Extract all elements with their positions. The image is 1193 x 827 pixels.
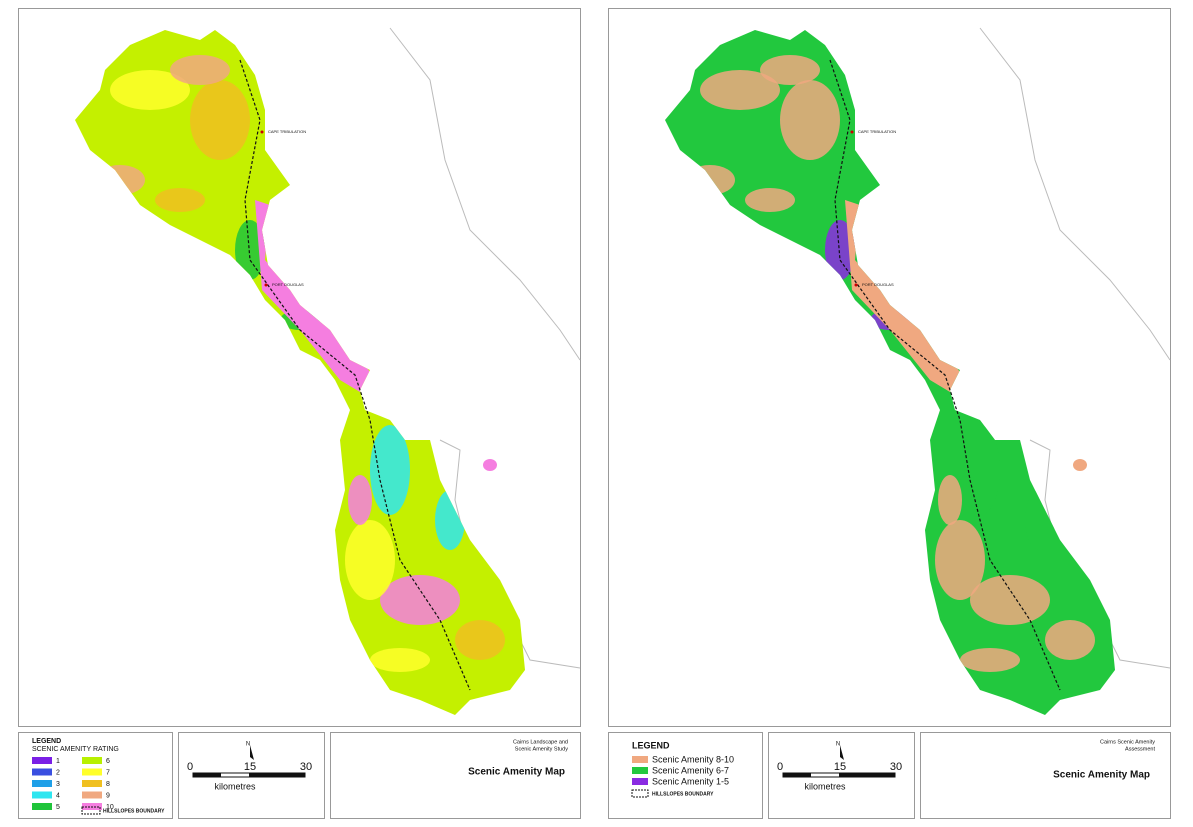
legend-label: 9 <box>106 792 110 799</box>
legend-label: Scenic Amenity 1-5 <box>652 776 729 786</box>
place-marker <box>854 283 858 287</box>
zone-patch <box>370 425 410 515</box>
legend-swatch <box>632 778 648 785</box>
boundary-swatch <box>81 806 101 815</box>
legend-swatch <box>32 803 52 810</box>
scale-unit: kilometres <box>804 781 846 791</box>
zone-patch <box>825 220 855 280</box>
scale-bar-segment <box>249 773 305 777</box>
legend-subtitle: SCENIC AMENITY RATING <box>32 746 119 753</box>
zone-patch <box>455 620 505 660</box>
zone-patch <box>745 188 795 212</box>
legend-swatch <box>82 791 102 799</box>
hillslopes-boundary <box>239 59 471 691</box>
map-panel: CAPE TRIBULATION PORT DOUGLAS LEGENDSCENIC… <box>18 8 581 819</box>
legend-swatch <box>82 768 102 776</box>
map-panel: CAPE TRIBULATION PORT DOUGLAS LEGEND Scenic… <box>608 8 1171 819</box>
legend-swatch <box>32 768 52 776</box>
zone-patch <box>960 425 1000 515</box>
zone-patch <box>960 648 1020 672</box>
zone-patch <box>760 55 820 85</box>
boundary-swatch <box>631 789 649 798</box>
island <box>1073 459 1087 471</box>
place-marker <box>260 130 264 134</box>
legend-box <box>608 732 763 819</box>
scale-bar-segment <box>783 773 811 777</box>
zone-patch <box>380 575 460 625</box>
study-name: Cairns Landscape and <box>513 739 568 745</box>
north-arrow <box>250 745 254 760</box>
legend-label: 3 <box>56 781 60 788</box>
title-box <box>920 732 1171 819</box>
legend-label: 2 <box>56 769 60 776</box>
place-marker <box>264 283 268 287</box>
scale-bar-segment <box>193 773 221 777</box>
map-title: Scenic Amenity Map <box>468 767 565 778</box>
zone-patch <box>370 648 430 672</box>
legend-label: 7 <box>106 769 110 776</box>
hillslopes-boundary <box>829 59 1061 691</box>
scale-bar-segment <box>839 773 895 777</box>
legend-label: HILLSLOPES BOUNDARY <box>103 808 165 814</box>
study-name: Cairns Scenic Amenity <box>1100 739 1155 745</box>
scale-tick-label: 30 <box>300 761 312 773</box>
legend-label: HILLSLOPES BOUNDARY <box>652 791 714 797</box>
legend-label: 4 <box>56 792 60 799</box>
north-label: N <box>836 742 840 748</box>
zone-patch <box>155 188 205 212</box>
legend-title: LEGEND <box>632 740 670 750</box>
legend-swatch <box>632 756 648 763</box>
zone-patch <box>780 80 840 160</box>
legend-swatch <box>632 767 648 774</box>
title-box <box>330 732 581 819</box>
place-label: PORT DOUGLAS <box>272 282 304 287</box>
legend-title: LEGEND <box>32 738 61 745</box>
legend-label: 6 <box>106 758 110 765</box>
legend-swatch <box>82 757 102 764</box>
zone-patch <box>1045 620 1095 660</box>
study-name: Scenic Amenity Study <box>515 746 568 752</box>
zone-patch <box>190 80 250 160</box>
zone-patch <box>235 220 265 280</box>
legend-label: Scenic Amenity 8-10 <box>652 754 734 764</box>
map-title: Scenic Amenity Map <box>1053 770 1150 781</box>
place-label: CAPE TRIBULATION <box>268 129 306 134</box>
zone-patch <box>935 520 985 600</box>
zone-patch <box>110 70 190 110</box>
zone-patch <box>970 575 1050 625</box>
zone-patch <box>938 475 962 525</box>
scale-tick-label: 0 <box>187 761 193 773</box>
study-name: Assessment <box>1125 746 1155 752</box>
scale-tick-label: 0 <box>777 761 783 773</box>
legend-swatch <box>32 791 52 799</box>
north-label: N <box>246 742 250 748</box>
island <box>483 459 497 471</box>
place-label: CAPE TRIBULATION <box>858 129 896 134</box>
scale-unit: kilometres <box>214 781 256 791</box>
scale-tick-label: 15 <box>244 761 256 773</box>
zone-patch <box>345 520 395 600</box>
legend-label: Scenic Amenity 6-7 <box>652 765 729 775</box>
legend-swatch <box>32 757 52 764</box>
scale-tick-label: 30 <box>890 761 902 773</box>
place-label: PORT DOUGLAS <box>862 282 894 287</box>
legend-label: 8 <box>106 781 110 788</box>
zone-patch <box>700 70 780 110</box>
legend-label: 5 <box>56 804 60 811</box>
zone-patch <box>170 55 230 85</box>
scale-tick-label: 15 <box>834 761 846 773</box>
legend-swatch <box>82 780 102 787</box>
legend-label: 10 <box>106 804 114 811</box>
legend-label: 1 <box>56 758 60 765</box>
zone-patch <box>348 475 372 525</box>
north-arrow <box>840 745 844 760</box>
place-marker <box>850 130 854 134</box>
legend-swatch <box>32 780 52 787</box>
